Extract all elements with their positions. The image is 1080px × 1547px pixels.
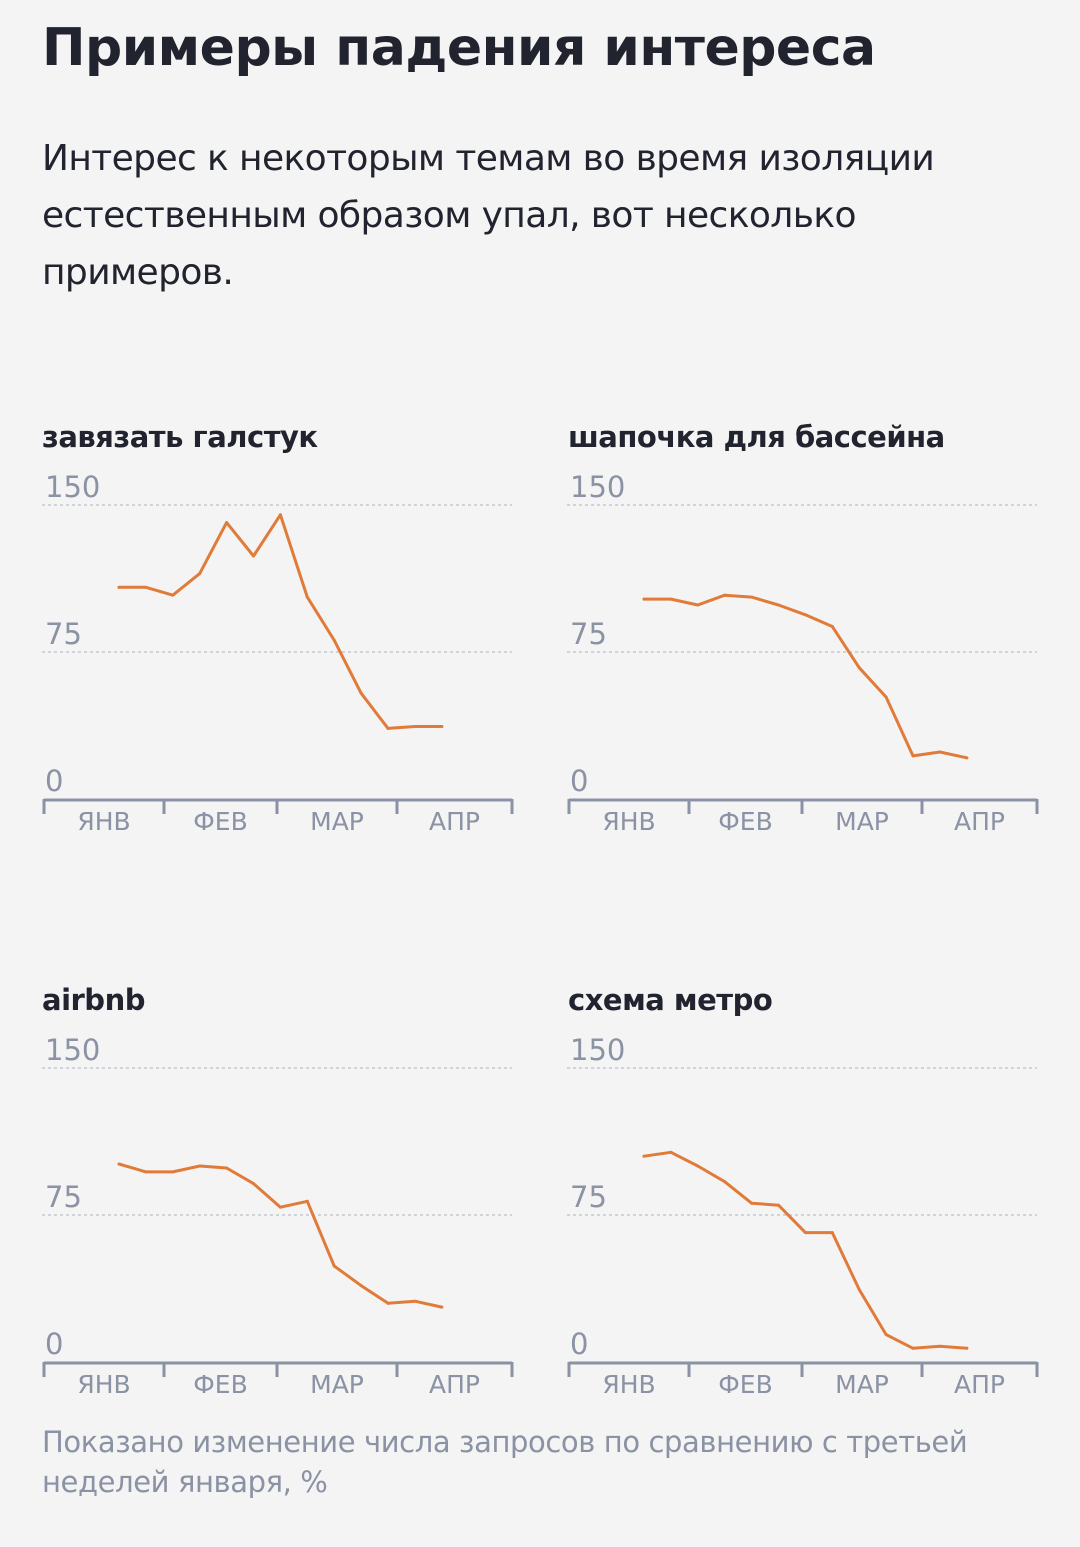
data-point xyxy=(777,1203,780,1207)
data-point xyxy=(803,1231,807,1235)
data-point xyxy=(278,1205,282,1209)
chart-title-swim-cap: шапочка для бассейна xyxy=(568,420,945,454)
data-point xyxy=(144,1170,148,1174)
data-point xyxy=(171,593,175,597)
data-point xyxy=(857,1287,861,1291)
data-point xyxy=(440,1305,444,1309)
chart-title-metro: схема метро xyxy=(568,983,773,1017)
x-tick-label: ЯНВ xyxy=(77,1370,130,1399)
x-tick-label: АПР xyxy=(429,1370,480,1399)
data-point xyxy=(911,1346,915,1350)
data-point xyxy=(386,726,390,730)
y-tick-label: 0 xyxy=(45,764,63,798)
data-point xyxy=(252,1182,255,1186)
y-tick-label: 0 xyxy=(570,1327,588,1361)
series-line xyxy=(642,593,969,760)
chart-airbnb: 150 75 0 ЯНВ ФЕВ МАР АПР xyxy=(42,1033,514,1399)
data-point xyxy=(198,1164,202,1168)
data-point xyxy=(857,666,861,670)
data-point xyxy=(117,585,121,589)
chart-tie: 150 75 0 ЯНВ ФЕВ МАР АПР xyxy=(42,470,514,836)
chart-title-tie: завязать галстук xyxy=(42,420,318,454)
data-point xyxy=(332,1264,336,1268)
data-point xyxy=(413,1299,417,1303)
data-point xyxy=(642,597,646,601)
data-point xyxy=(723,1180,727,1184)
y-tick-label: 0 xyxy=(45,1327,63,1361)
series-line xyxy=(117,513,444,730)
data-point xyxy=(252,554,255,558)
data-point xyxy=(359,691,363,695)
chart-swim-cap: 150 75 0 ЯНВ ФЕВ МАР АПР xyxy=(567,470,1039,836)
series-line xyxy=(642,1150,969,1350)
data-point xyxy=(225,1166,229,1170)
x-tick-label: ЯНВ xyxy=(77,807,130,836)
data-point xyxy=(911,754,915,758)
data-point xyxy=(696,1164,700,1168)
data-point xyxy=(642,1154,646,1158)
x-tick-label: ЯНВ xyxy=(602,1370,655,1399)
data-point xyxy=(359,1284,363,1288)
data-point xyxy=(830,625,834,629)
lead-paragraph: Интерес к некоторым темам во время изоля… xyxy=(42,138,935,293)
data-point xyxy=(332,638,336,642)
data-point xyxy=(803,613,807,617)
data-point xyxy=(830,1231,834,1235)
data-point xyxy=(305,595,309,599)
series-line xyxy=(117,1162,444,1309)
data-point xyxy=(750,595,754,599)
x-tick-label: МАР xyxy=(835,1370,889,1399)
data-point xyxy=(171,1170,175,1174)
data-point xyxy=(278,513,282,517)
data-point xyxy=(750,1201,754,1205)
x-tick-label: АПР xyxy=(429,807,480,836)
data-point xyxy=(777,603,780,607)
y-tick-label: 75 xyxy=(570,1180,607,1214)
x-tick-label: МАР xyxy=(310,807,364,836)
y-tick-label: 75 xyxy=(570,617,607,651)
data-point xyxy=(144,585,148,589)
data-point xyxy=(884,1333,888,1337)
x-tick-label: ФЕВ xyxy=(193,1370,247,1399)
data-point xyxy=(938,750,942,754)
x-tick-label: ФЕВ xyxy=(193,807,247,836)
x-tick-label: АПР xyxy=(954,1370,1005,1399)
y-tick-label: 75 xyxy=(45,617,82,651)
data-point xyxy=(225,521,229,525)
x-tick-label: ФЕВ xyxy=(718,1370,772,1399)
footnote: Показано изменение числа запросов по сра… xyxy=(42,1425,968,1499)
data-point xyxy=(198,572,202,576)
data-point xyxy=(723,593,727,597)
data-point xyxy=(965,756,969,760)
y-tick-label: 150 xyxy=(45,1033,100,1067)
data-point xyxy=(669,1150,673,1154)
x-tick-label: ЯНВ xyxy=(602,807,655,836)
x-tick-label: МАР xyxy=(310,1370,364,1399)
page-title: Примеры падения интереса xyxy=(42,18,876,78)
data-point xyxy=(965,1346,969,1350)
data-point xyxy=(386,1301,390,1305)
chart-metro: 150 75 0 ЯНВ ФЕВ МАР АПР xyxy=(567,1033,1039,1399)
y-tick-label: 75 xyxy=(45,1180,82,1214)
y-tick-label: 150 xyxy=(570,470,625,504)
x-tick-label: ФЕВ xyxy=(718,807,772,836)
data-point xyxy=(938,1344,942,1348)
data-point xyxy=(413,724,417,728)
x-tick-label: МАР xyxy=(835,807,889,836)
x-tick-label: АПР xyxy=(954,807,1005,836)
y-tick-label: 150 xyxy=(45,470,100,504)
y-tick-label: 0 xyxy=(570,764,588,798)
data-point xyxy=(884,695,888,699)
data-point xyxy=(440,724,444,728)
chart-title-airbnb: airbnb xyxy=(42,983,145,1017)
data-point xyxy=(117,1162,121,1166)
y-tick-label: 150 xyxy=(570,1033,625,1067)
data-point xyxy=(669,597,673,601)
data-point xyxy=(305,1199,309,1203)
data-point xyxy=(696,603,700,607)
